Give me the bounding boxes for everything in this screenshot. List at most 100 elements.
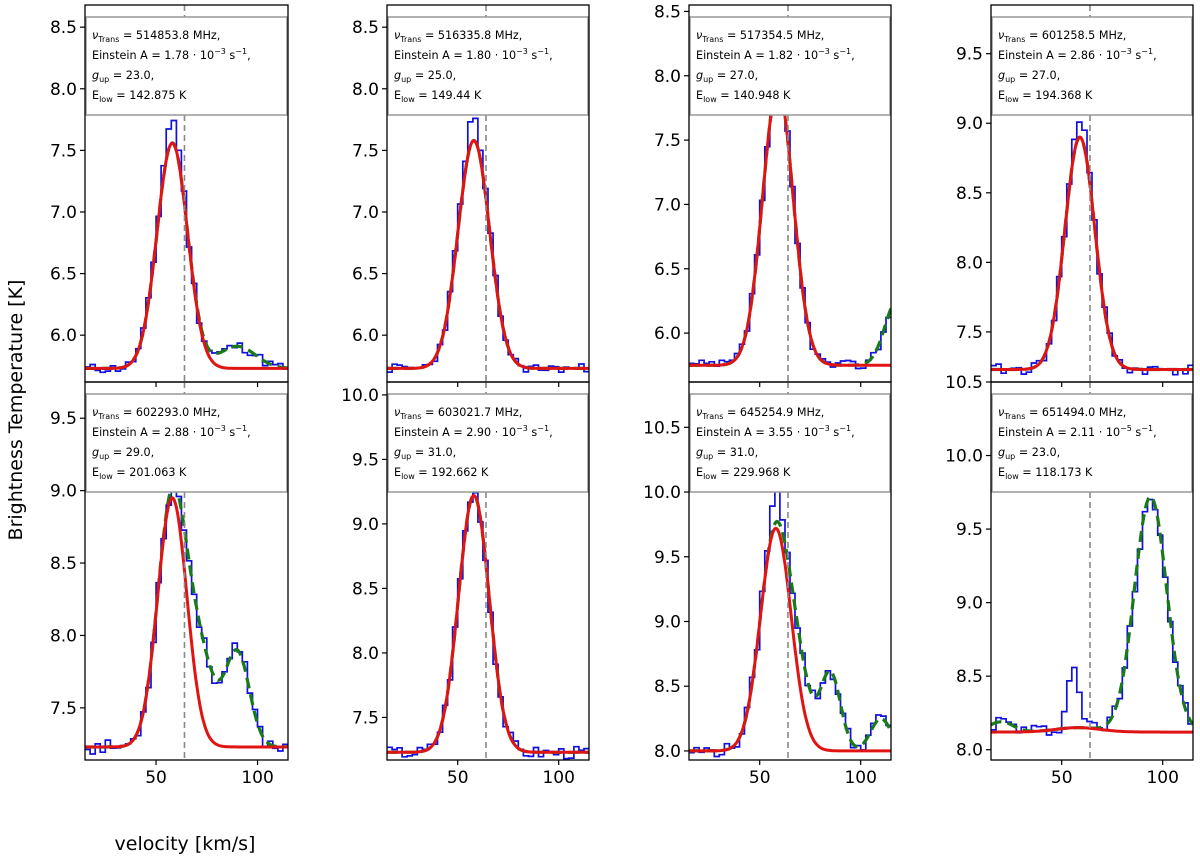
annotation-box-5 [85, 393, 288, 493]
annotation-box-3 [689, 16, 891, 116]
line-model-5 [85, 496, 288, 749]
full-model-3 [689, 86, 891, 367]
line-model-6 [387, 493, 589, 754]
panel-4: νTrans = 601258.5 MHz, Einstein A = 2.86 … [956, 4, 1194, 387]
ytick-label-3-6: 6.0 [654, 324, 681, 344]
annot-gup-6: gup = 31.0, [394, 446, 456, 461]
annotation-box-4 [991, 16, 1193, 116]
ytick-label-7-10: 10.0 [643, 483, 681, 503]
line-model-4 [991, 135, 1193, 371]
ytick-label-1-6: 6.0 [50, 326, 77, 346]
ytick-label-1-6.5: 6.5 [50, 265, 77, 285]
xtick-label-6-50: 50 [447, 768, 469, 788]
ytick-label-3-7.5: 7.5 [654, 131, 681, 151]
ytick-label-2-6.5: 6.5 [352, 265, 379, 285]
observed-spectrum-2 [387, 117, 589, 373]
axes-frame-6 [386, 381, 590, 761]
annot-frequency-4: νTrans = 601258.5 MHz, [998, 29, 1126, 44]
observed-spectrum-7 [689, 490, 891, 758]
ytick-label-6-7.5: 7.5 [352, 708, 379, 728]
annotation-box-7 [689, 393, 891, 493]
xtick-label-8-50: 50 [1051, 768, 1073, 788]
ytick-label-6-8: 8.0 [352, 644, 379, 664]
annot-elow-7: Elow = 229.968 K [696, 466, 791, 481]
ytick-label-2-7.5: 7.5 [352, 141, 379, 161]
ytick-label-5-9: 9.0 [50, 482, 77, 502]
ytick-label-5-7.5: 7.5 [50, 699, 77, 719]
panel-2: νTrans = 516335.8 MHz, Einstein A = 1.80 … [352, 4, 590, 387]
plot-area-6 [387, 382, 589, 760]
ytick-label-4-9: 9.0 [956, 114, 983, 134]
ytick-label-2-7: 7.0 [352, 203, 379, 223]
annotation-box-1 [85, 16, 288, 116]
xtick-label-7-50: 50 [749, 768, 771, 788]
observed-spectrum-3 [689, 78, 891, 370]
annot-frequency-6: νTrans = 603021.7 MHz, [394, 406, 522, 421]
xtick-label-5-100: 100 [241, 768, 273, 788]
observed-spectrum-6 [387, 491, 589, 760]
annot-elow-4: Elow = 194.368 K [998, 89, 1093, 104]
annot-einstein-4: Einstein A = 2.86 · 10−3 s−1, [998, 47, 1157, 62]
xtick-label-5-50: 50 [145, 768, 167, 788]
observed-spectrum-8 [991, 498, 1193, 736]
annot-frequency-5: νTrans = 602293.0 MHz, [92, 406, 220, 421]
ytick-label-6-8.5: 8.5 [352, 579, 379, 599]
ytick-label-1-7: 7.0 [50, 203, 77, 223]
ytick-label-2-8.5: 8.5 [352, 18, 379, 38]
ytick-label-5-9.5: 9.5 [50, 409, 77, 429]
line-model-7 [689, 526, 891, 753]
annot-einstein-3: Einstein A = 1.82 · 10−3 s−1, [696, 47, 855, 62]
annot-frequency-8: νTrans = 651494.0 MHz, [998, 406, 1126, 421]
annot-einstein-1: Einstein A = 1.78 · 10−3 s−1, [92, 47, 251, 62]
annot-gup-8: gup = 23.0, [998, 446, 1060, 461]
annot-elow-6: Elow = 192.662 K [394, 466, 489, 481]
panel-6: νTrans = 603021.7 MHz, Einstein A = 2.90 … [341, 381, 590, 788]
panel-3: νTrans = 517354.5 MHz, Einstein A = 1.82 … [654, 2, 892, 387]
annot-gup-7: gup = 31.0, [696, 446, 758, 461]
ytick-label-6-10: 10.0 [341, 386, 379, 406]
xtick-label-7-100: 100 [844, 768, 876, 788]
ytick-label-1-8: 8.0 [50, 80, 77, 100]
annotation-box-6 [387, 393, 589, 493]
full-model-5 [85, 484, 288, 749]
annot-gup-1: gup = 23.0, [92, 69, 154, 84]
axes-frame-7 [688, 381, 892, 761]
ytick-label-3-7: 7.0 [654, 195, 681, 215]
annot-elow-1: Elow = 142.875 K [92, 89, 187, 104]
ytick-label-2-8: 8.0 [352, 80, 379, 100]
ytick-label-1-7.5: 7.5 [50, 141, 77, 161]
full-model-1 [85, 141, 288, 370]
full-model-7 [689, 519, 891, 753]
annot-frequency-3: νTrans = 517354.5 MHz, [696, 29, 824, 44]
ytick-label-7-8.5: 8.5 [654, 677, 681, 697]
ytick-label-4-8: 8.0 [956, 253, 983, 273]
panel-8: νTrans = 651494.0 MHz, Einstein A = 2.11 … [945, 373, 1194, 788]
ytick-label-3-8.5: 8.5 [654, 2, 681, 22]
annot-einstein-5: Einstein A = 2.88 · 10−3 s−1, [92, 424, 251, 439]
annot-elow-2: Elow = 149.44 K [394, 89, 482, 104]
y-axis-label: Brightness Temperature [K] [5, 280, 27, 541]
annot-frequency-1: νTrans = 514853.8 MHz, [92, 29, 220, 44]
annot-elow-3: Elow = 140.948 K [696, 89, 791, 104]
line-model-3 [689, 86, 891, 367]
annot-elow-5: Elow = 201.063 K [92, 466, 187, 481]
annot-frequency-7: νTrans = 645254.9 MHz, [696, 406, 824, 421]
ytick-label-2-6: 6.0 [352, 326, 379, 346]
axes-frame-5 [84, 381, 289, 761]
xtick-label-6-100: 100 [542, 768, 574, 788]
panel-7: νTrans = 645254.9 MHz, Einstein A = 3.55 … [643, 381, 892, 788]
annot-einstein-7: Einstein A = 3.55 · 10−3 s−1, [696, 424, 855, 439]
ytick-label-6-9.5: 9.5 [352, 450, 379, 470]
line-model-8 [991, 726, 1193, 734]
full-model-6 [387, 493, 589, 754]
annot-gup-3: gup = 27.0, [696, 69, 758, 84]
observed-spectrum-1 [85, 119, 288, 374]
panel-1: νTrans = 514853.8 MHz, Einstein A = 1.78 … [50, 4, 289, 387]
observed-spectrum-4 [991, 121, 1193, 376]
x-axis-label: velocity [km/s] [115, 833, 256, 855]
ytick-label-8-8.5: 8.5 [956, 667, 983, 687]
ytick-label-5-8: 8.0 [50, 626, 77, 646]
annot-einstein-6: Einstein A = 2.90 · 10−3 s−1, [394, 424, 553, 439]
ytick-label-6-9: 9.0 [352, 515, 379, 535]
annot-elow-8: Elow = 118.173 K [998, 466, 1093, 481]
